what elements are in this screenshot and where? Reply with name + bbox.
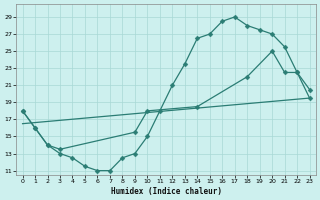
X-axis label: Humidex (Indice chaleur): Humidex (Indice chaleur) (111, 187, 221, 196)
